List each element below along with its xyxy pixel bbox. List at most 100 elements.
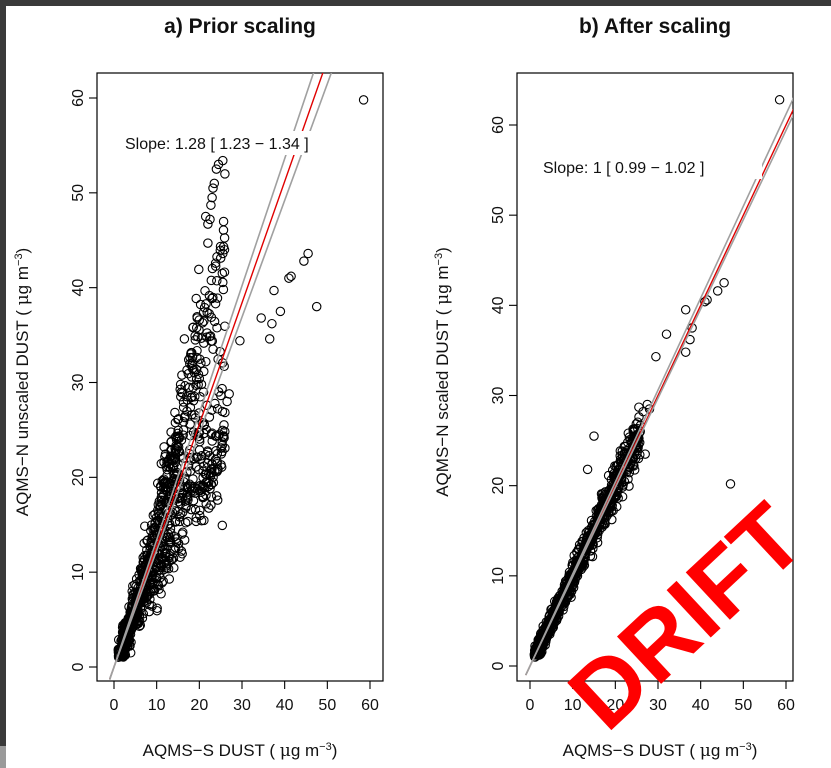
scatter-point bbox=[164, 574, 175, 584]
panel-b-y-tick-label: 30 bbox=[490, 387, 507, 405]
scatter-point bbox=[144, 599, 154, 610]
scatter-point bbox=[210, 298, 221, 309]
scatter-point bbox=[170, 517, 181, 527]
scatter-point bbox=[190, 488, 200, 498]
scatter-point bbox=[206, 200, 216, 210]
panel-b-y-ticks: 0 10 20 30 40 50 60 bbox=[490, 116, 517, 670]
scatter-point bbox=[539, 632, 550, 642]
scatter-point bbox=[191, 452, 201, 462]
panel-b-x-ticks: 0 10 20 30 40 50 60 bbox=[526, 681, 795, 714]
scatter-point bbox=[190, 331, 200, 341]
scatter-point bbox=[218, 225, 229, 235]
scatter-point bbox=[680, 305, 691, 315]
panel-b-y-tick-label: 10 bbox=[490, 567, 507, 585]
panel-b-x-axis-label: AQMS−S DUST ( μg m−3) bbox=[563, 741, 758, 761]
panel-a-x-tick-label: 50 bbox=[318, 697, 336, 714]
scatter-point bbox=[195, 481, 205, 491]
panel-a-x-tick-label: 0 bbox=[110, 697, 119, 714]
scatter-point bbox=[573, 559, 583, 569]
scatter-point bbox=[589, 431, 599, 441]
scatter-point bbox=[183, 354, 194, 365]
scatter-point bbox=[196, 451, 207, 461]
panel-b-x-tick-label: 30 bbox=[649, 697, 667, 714]
scatter-point bbox=[217, 425, 228, 436]
scatter-point bbox=[208, 183, 218, 193]
scatter-point bbox=[160, 477, 170, 487]
panel-a-y-tick-label: 0 bbox=[70, 662, 87, 671]
scatter-point bbox=[145, 579, 155, 590]
scatter-point bbox=[184, 382, 195, 393]
scatter-point bbox=[573, 544, 584, 555]
scatter-point bbox=[213, 465, 223, 475]
scatter-point bbox=[168, 553, 179, 563]
scatter-point bbox=[235, 336, 245, 346]
scatter-point bbox=[582, 464, 593, 475]
scatter-point bbox=[175, 509, 186, 519]
fit-line bbox=[109, 73, 324, 680]
scatter-point bbox=[194, 436, 205, 447]
scatter-point bbox=[179, 334, 190, 344]
panel-a-plot-frame bbox=[96, 72, 384, 682]
scatter-point bbox=[152, 603, 162, 614]
panel-a-fit-lines bbox=[108, 73, 333, 680]
scatter-point bbox=[170, 407, 180, 418]
scatter-point bbox=[619, 441, 630, 452]
scatter-point bbox=[131, 574, 142, 584]
scatter-point bbox=[174, 543, 184, 554]
panel-b: b) After scaling AQMS−S DUST ( μg m−3) A… bbox=[433, 15, 795, 761]
scatter-point bbox=[217, 268, 228, 279]
scatter-point bbox=[195, 485, 205, 496]
scatter-point bbox=[206, 492, 217, 502]
scatter-point bbox=[139, 538, 149, 548]
panel-b-y-tick-label: 60 bbox=[490, 116, 507, 134]
fit-line-ci-bound bbox=[108, 73, 315, 680]
scatter-point bbox=[201, 499, 211, 509]
scatter-point bbox=[201, 356, 211, 367]
scatter-point bbox=[199, 366, 209, 377]
scatter-point bbox=[661, 329, 672, 339]
scatter-point bbox=[177, 549, 187, 559]
panel-a-y-tick-label: 50 bbox=[70, 184, 87, 202]
scatter-point bbox=[207, 459, 217, 470]
panel-a-x-axis-label: AQMS−S DUST ( μg m−3) bbox=[143, 741, 338, 761]
scatter-point bbox=[150, 517, 160, 528]
scatter-point bbox=[220, 426, 230, 437]
scatter-point bbox=[191, 516, 201, 527]
panel-b-y-axis-label: AQMS−N scaled DUST ( μg m−3) bbox=[433, 247, 453, 497]
fit-line-ci-bound bbox=[108, 73, 333, 679]
scatter-point bbox=[197, 318, 208, 328]
scatter-point bbox=[562, 583, 572, 593]
scatter-point bbox=[592, 537, 603, 548]
scatter-point bbox=[178, 425, 189, 435]
panel-b-x-tick-label: 50 bbox=[734, 697, 752, 714]
frame-border-left bbox=[0, 0, 6, 768]
panel-a: a) Prior scaling AQMS−S DUST ( μg m−3) A… bbox=[13, 15, 384, 761]
scatter-point bbox=[201, 299, 211, 309]
scatter-point bbox=[199, 338, 209, 348]
scatter-point bbox=[119, 650, 130, 661]
scatter-point bbox=[604, 508, 614, 518]
scatter-point bbox=[190, 391, 200, 402]
scatter-point bbox=[220, 407, 230, 418]
scatter-point bbox=[188, 474, 198, 484]
scatter-point bbox=[146, 574, 157, 584]
scatter-point bbox=[161, 479, 172, 489]
scatter-point bbox=[712, 286, 723, 296]
scatter-point bbox=[264, 334, 275, 344]
scatter-point bbox=[175, 379, 186, 390]
scatter-point bbox=[170, 448, 181, 458]
scatter-point bbox=[173, 506, 183, 517]
scatter-point bbox=[128, 590, 138, 601]
scatter-point bbox=[207, 463, 217, 474]
scatter-point bbox=[181, 501, 191, 511]
scatter-point bbox=[136, 566, 146, 576]
scatter-point bbox=[190, 335, 201, 345]
scatter-point bbox=[192, 313, 202, 323]
scatter-point bbox=[209, 178, 220, 189]
scatter-point bbox=[286, 271, 296, 282]
scatter-point bbox=[145, 589, 155, 599]
scatter-point bbox=[196, 454, 206, 464]
scatter-point bbox=[178, 402, 189, 413]
